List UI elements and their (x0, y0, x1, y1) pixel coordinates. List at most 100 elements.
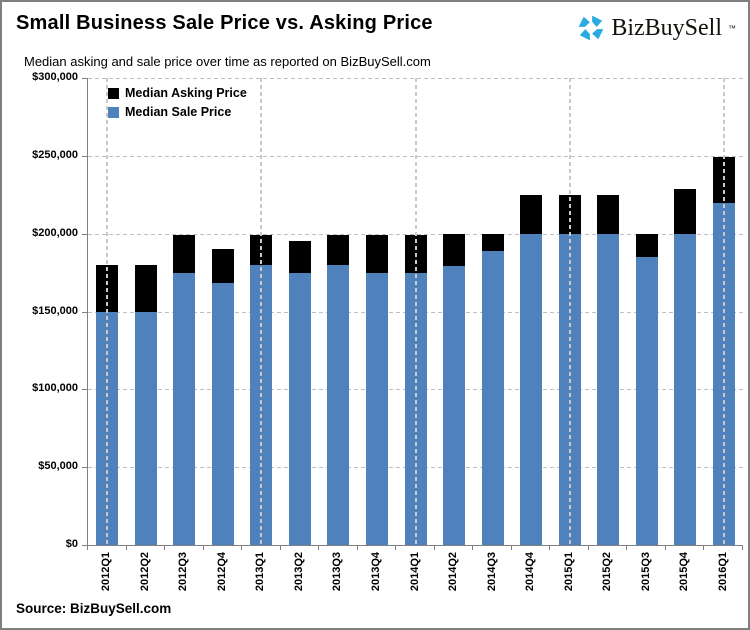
x-axis-label-2014Q4: 2014Q4 (524, 552, 537, 592)
x-axis-tick (356, 546, 358, 550)
bar-2014Q3-asking-price (481, 233, 504, 251)
x-axis-label-2015Q4: 2015Q4 (678, 552, 691, 592)
plot-area: Median Asking Price Median Sale Price (87, 78, 743, 546)
x-axis-tick (395, 546, 397, 550)
bar-2013Q4-asking-price (365, 235, 388, 273)
legend-label-asking-price: Median Asking Price (125, 86, 247, 100)
x-axis-label-2014Q3: 2014Q3 (485, 552, 498, 592)
source-note: Source: BizBuySell.com (16, 601, 172, 616)
bar-2012Q2-asking-price (134, 264, 157, 312)
x-axis-label-2013Q3: 2013Q3 (331, 552, 344, 592)
x-axis-labels: 2012Q1 2012Q2 2012Q3 2012Q4 2013Q1 2013Q2 2013… (87, 552, 742, 604)
bar-2015Q3-asking-price (635, 233, 658, 258)
x-label-slot: 2012Q4 (203, 552, 242, 604)
bar-2012Q4-asking-price (211, 249, 234, 284)
y-axis-tick (82, 389, 87, 391)
y-axis-label: $300,000 (32, 71, 78, 83)
page-title: Small Business Sale Price vs. Asking Pri… (16, 12, 433, 34)
x-label-slot: 2012Q3 (164, 552, 203, 604)
y-axis-label: $100,000 (32, 382, 78, 395)
y-axis-label: $200,000 (32, 226, 78, 239)
x-axis-tick (664, 546, 666, 550)
legend-swatch-sale-price (108, 106, 119, 118)
legend-item-asking: Median Asking Price (108, 86, 247, 100)
x-label-slot: 2013Q2 (280, 552, 319, 604)
bizbuysell-logo: BizBuySell ™ (577, 14, 736, 42)
category-slot-2012Q2 (127, 78, 166, 545)
logo-trademark: ™ (728, 23, 736, 33)
category-slot-2014Q2 (435, 78, 474, 545)
x-axis-label-2015Q1: 2015Q1 (562, 552, 575, 592)
bar-2013Q3-sale-price (327, 264, 350, 545)
bar-2015Q2-asking-price (597, 194, 620, 234)
bar-2015Q2 (597, 194, 620, 545)
x-axis-label-2014Q1: 2014Q1 (408, 552, 421, 592)
bar-2013Q4 (365, 235, 388, 545)
category-slot-2013Q3 (319, 78, 358, 545)
category-slot-2013Q4 (358, 78, 397, 545)
bar-2014Q3-sale-price (481, 250, 504, 545)
x-label-slot: 2014Q2 (434, 552, 473, 604)
x-label-slot: 2014Q4 (511, 552, 550, 604)
category-slot-2014Q1 (396, 78, 435, 545)
category-slot-2012Q1 (88, 78, 127, 545)
x-axis-label-2013Q4: 2013Q4 (369, 552, 382, 592)
y-axis-tick (82, 233, 87, 235)
bar-2013Q2 (288, 241, 311, 545)
bar-2012Q4 (211, 249, 234, 545)
x-label-slot: 2015Q2 (588, 552, 627, 604)
chart-legend: Median Asking Price Median Sale Price (108, 86, 247, 124)
x-axis-tick (279, 546, 281, 550)
bar-2014Q2 (443, 233, 466, 545)
x-axis-label-2012Q4: 2012Q4 (215, 552, 228, 592)
bar-2012Q2-sale-price (134, 311, 157, 545)
legend-label-sale-price: Median Sale Price (125, 105, 232, 119)
x-axis-label-2013Q1: 2013Q1 (254, 552, 267, 592)
bar-2013Q3-asking-price (327, 235, 350, 265)
bar-2014Q4 (520, 194, 543, 545)
x-axis-label-2016Q1: 2016Q1 (716, 552, 729, 592)
x-label-slot: 2012Q2 (126, 552, 165, 604)
x-axis-tick (626, 546, 628, 550)
category-slot-2014Q3 (473, 78, 512, 545)
gridline-vertical-2012Q1 (106, 78, 109, 545)
bar-2012Q4-sale-price (211, 283, 234, 545)
category-slot-2015Q4 (666, 78, 705, 545)
x-label-slot: 2013Q3 (318, 552, 357, 604)
bar-2012Q3 (173, 235, 196, 545)
category-slot-2013Q2 (281, 78, 320, 545)
bar-2014Q4-sale-price (520, 233, 543, 545)
gridline-vertical-2016Q1 (722, 78, 725, 545)
y-axis-label: $0 (65, 538, 78, 550)
bar-2015Q2-sale-price (597, 233, 620, 545)
x-axis-label-2014Q2: 2014Q2 (447, 552, 460, 592)
gridline-vertical-2013Q1 (260, 78, 263, 545)
logo-wordmark: BizBuySell (611, 14, 722, 41)
bar-2014Q3 (481, 233, 504, 545)
y-axis-label: $50,000 (38, 460, 78, 473)
category-slot-2015Q2 (589, 78, 628, 545)
x-axis-tick (549, 546, 551, 550)
gridline-vertical-2014Q1 (414, 78, 417, 545)
category-slot-2014Q4 (512, 78, 551, 545)
x-axis-tick (87, 546, 88, 550)
x-axis-tick (510, 546, 512, 550)
x-axis-label-2012Q2: 2012Q2 (138, 552, 151, 592)
bar-2015Q4-asking-price (674, 188, 697, 234)
bar-2013Q4-sale-price (365, 272, 388, 545)
legend-item-sale: Median Sale Price (108, 105, 247, 119)
legend-swatch-asking-price (108, 87, 119, 99)
x-label-slot: 2013Q1 (241, 552, 280, 604)
y-axis-tick (82, 78, 87, 79)
y-axis-label: $250,000 (32, 148, 78, 161)
bar-2013Q3 (327, 235, 350, 545)
category-slot-2012Q3 (165, 78, 204, 545)
y-axis-tick (82, 311, 87, 313)
category-slot-2012Q4 (204, 78, 243, 545)
x-axis-tick (433, 546, 435, 550)
x-axis-tick (125, 546, 127, 550)
bar-2015Q3-sale-price (635, 257, 658, 545)
bar-2012Q2 (134, 264, 157, 545)
x-label-slot: 2015Q3 (626, 552, 665, 604)
